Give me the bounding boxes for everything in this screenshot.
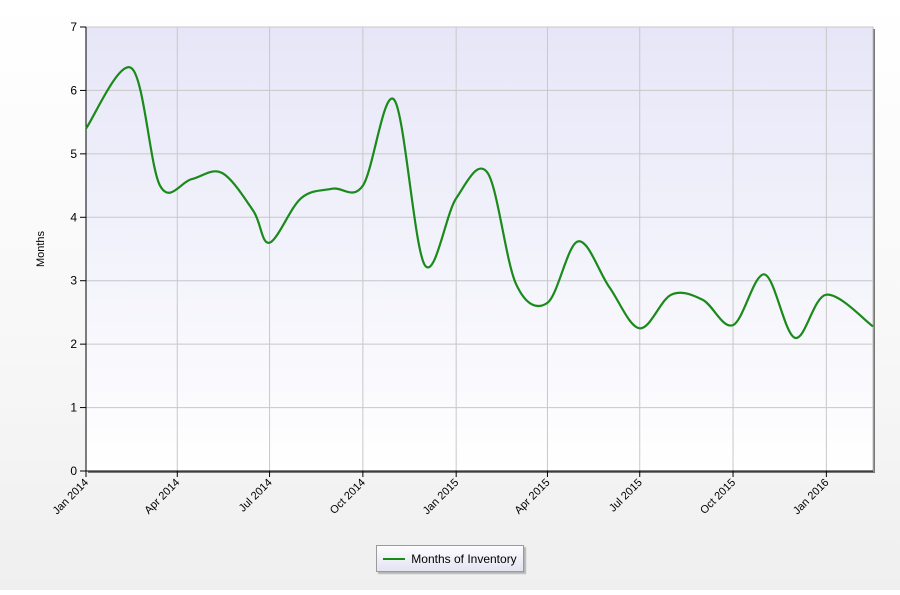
y-tick-label: 0 [70,464,77,478]
x-tick-label: Apr 2014 [142,477,182,517]
y-tick-label: 2 [70,337,77,351]
x-tick-label: Jul 2014 [237,477,275,515]
x-tick-label: Jan 2015 [421,477,461,517]
x-tick-label: Jan 2016 [791,477,831,517]
x-tick-label: Apr 2015 [513,477,553,517]
legend-swatch [383,557,406,560]
series-layer [85,66,874,339]
series-line [85,66,874,339]
y-tick-label: 3 [70,274,77,288]
x-tick-label: Oct 2014 [328,477,368,517]
y-axis-title: Months [35,230,47,267]
y-tick-label: 1 [70,401,77,415]
y-tick-label: 6 [70,83,77,97]
legend-label: Months of Inventory [411,551,517,566]
grid [86,26,873,471]
x-tick-label: Oct 2015 [698,477,738,517]
x-tick-label: Jul 2015 [607,477,645,515]
y-tick-label: 5 [70,147,77,161]
legend: Months of Inventory [376,545,524,572]
plot-area [85,26,874,472]
x-tick-label: Jan 2014 [51,477,91,517]
y-tick-label: 4 [70,210,77,224]
y-tick-label: 7 [70,20,77,34]
